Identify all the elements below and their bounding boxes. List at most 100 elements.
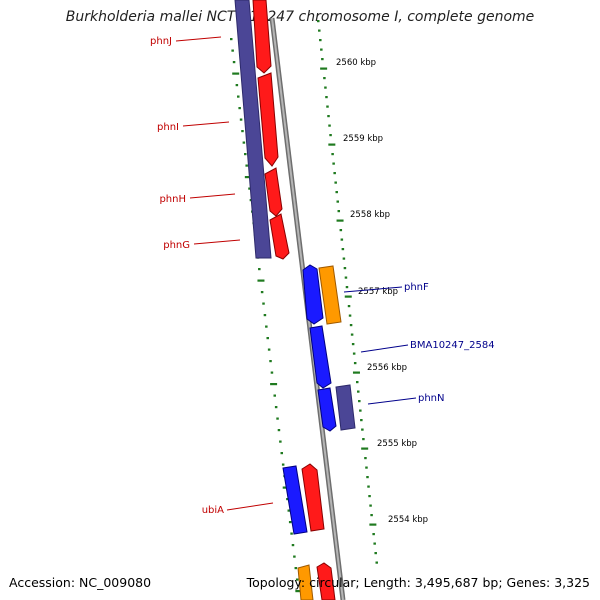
outer-minor-tick bbox=[293, 555, 296, 558]
inner-minor-tick bbox=[331, 153, 334, 156]
orf-purple-phnN[interactable] bbox=[335, 384, 356, 431]
inner-minor-tick bbox=[369, 504, 372, 507]
scale-label: 2557 kbp bbox=[358, 287, 398, 297]
forward-outer-orfs bbox=[234, 0, 336, 600]
outer-minor-tick bbox=[287, 509, 291, 512]
outer-minor-tick bbox=[260, 291, 264, 294]
gene-label[interactable]: phnF bbox=[404, 282, 429, 293]
orf-red-3[interactable] bbox=[264, 167, 283, 217]
inner-minor-tick bbox=[353, 362, 357, 365]
inner-minor-tick bbox=[317, 20, 320, 23]
inner-major-tick bbox=[320, 67, 328, 70]
gene-label[interactable]: phnI bbox=[157, 122, 179, 133]
outer-minor-tick bbox=[232, 61, 236, 64]
gene-label[interactable]: BMA10247_2584 bbox=[410, 340, 495, 351]
summary-text: Topology: circular; Length: 3,495,687 bp… bbox=[246, 575, 590, 590]
inner-minor-tick bbox=[365, 466, 368, 469]
gene-label-leader bbox=[193, 239, 241, 245]
inner-minor-tick bbox=[342, 257, 346, 260]
inner-minor-tick bbox=[352, 352, 356, 355]
scale-label: 2554 kbp bbox=[388, 515, 428, 525]
gene-label-leader bbox=[189, 193, 236, 199]
outer-minor-tick bbox=[265, 325, 268, 328]
orf-red-bottom bbox=[316, 562, 336, 600]
outer-minor-tick bbox=[245, 164, 248, 167]
inner-minor-tick bbox=[345, 286, 349, 289]
inner-minor-tick bbox=[351, 343, 355, 346]
inner-minor-tick bbox=[366, 476, 369, 479]
inner-minor-tick bbox=[348, 314, 352, 317]
inner-major-tick bbox=[369, 523, 377, 526]
inner-minor-tick bbox=[318, 29, 321, 32]
inner-minor-tick bbox=[375, 561, 378, 564]
scale-labels: 2560 kbp 2559 kbp 2558 kbp 2557 kbp 2556 kbp… bbox=[336, 58, 428, 525]
outer-minor-tick bbox=[248, 187, 251, 190]
outer-minor-tick bbox=[279, 440, 282, 443]
gene-label[interactable]: phnG bbox=[163, 240, 190, 251]
inner-minor-tick bbox=[327, 115, 330, 118]
gene-label-leader bbox=[343, 286, 403, 293]
gene-label[interactable]: phnJ bbox=[150, 36, 172, 47]
orf-purple-1[interactable] bbox=[234, 0, 272, 259]
orf-blue-phnF[interactable] bbox=[302, 264, 324, 325]
orf-red-2[interactable] bbox=[257, 72, 279, 167]
outer-minor-tick bbox=[235, 84, 239, 87]
orf-red-4[interactable] bbox=[269, 213, 290, 260]
scale-label: 2556 kbp bbox=[367, 363, 407, 373]
inner-minor-tick bbox=[337, 210, 341, 213]
inner-minor-tick bbox=[319, 39, 322, 42]
outer-minor-tick bbox=[238, 107, 241, 110]
inner-tick-ring bbox=[317, 20, 378, 564]
outer-major-tick bbox=[295, 590, 303, 593]
gene-label-leader bbox=[226, 502, 274, 511]
outer-minor-tick bbox=[263, 314, 267, 317]
inner-minor-tick bbox=[325, 96, 328, 99]
outer-minor-tick bbox=[239, 118, 243, 121]
gene-labels: phnJ phnI phnH phnG phnF BMA10247_2584 phnN ubi… bbox=[150, 36, 495, 516]
outer-major-tick bbox=[270, 383, 278, 386]
gene-label-leader bbox=[367, 397, 417, 405]
gene-label[interactable]: phnH bbox=[159, 194, 186, 205]
inner-minor-tick bbox=[361, 428, 364, 431]
gene-label[interactable]: phnN bbox=[418, 393, 445, 404]
outer-minor-tick bbox=[231, 49, 234, 52]
outer-minor-tick bbox=[276, 417, 279, 420]
gene-label[interactable]: ubiA bbox=[202, 505, 224, 516]
orf-red-ubiA[interactable] bbox=[301, 463, 325, 532]
outer-minor-tick bbox=[288, 521, 292, 524]
outer-minor-tick bbox=[269, 360, 272, 363]
outer-minor-tick bbox=[290, 532, 293, 535]
inner-minor-tick bbox=[359, 409, 362, 412]
outer-minor-tick bbox=[273, 394, 276, 397]
scale-label: 2559 kbp bbox=[343, 134, 383, 144]
inner-minor-tick bbox=[323, 77, 326, 80]
inner-minor-tick bbox=[347, 305, 351, 308]
inner-minor-tick bbox=[370, 514, 373, 517]
outer-minor-tick bbox=[230, 38, 233, 41]
outer-minor-tick bbox=[244, 153, 247, 156]
inner-minor-tick bbox=[339, 229, 343, 232]
inner-minor-tick bbox=[368, 495, 371, 498]
inner-major-tick bbox=[361, 447, 369, 450]
orf-blue-2584[interactable] bbox=[309, 325, 332, 389]
outer-minor-tick bbox=[262, 302, 265, 305]
outer-major-tick bbox=[244, 176, 252, 179]
inner-minor-tick bbox=[364, 457, 367, 460]
gene-label-leader bbox=[175, 36, 222, 42]
inner-minor-tick bbox=[349, 324, 353, 327]
inner-minor-tick bbox=[372, 533, 375, 536]
inner-minor-tick bbox=[336, 200, 339, 203]
orf-blue-phnN[interactable] bbox=[317, 387, 337, 432]
orf-blue-ubiA[interactable] bbox=[282, 465, 308, 535]
inner-minor-tick bbox=[357, 390, 360, 393]
inner-minor-tick bbox=[373, 542, 376, 545]
outer-minor-tick bbox=[242, 141, 246, 144]
orf-orange-phnF[interactable] bbox=[318, 265, 342, 325]
orf-red-1[interactable] bbox=[252, 0, 272, 74]
outer-minor-tick bbox=[294, 567, 298, 570]
inner-major-tick bbox=[352, 371, 360, 374]
inner-minor-tick bbox=[344, 276, 348, 279]
gene-label-leader bbox=[360, 344, 409, 353]
outer-minor-tick bbox=[258, 268, 261, 271]
